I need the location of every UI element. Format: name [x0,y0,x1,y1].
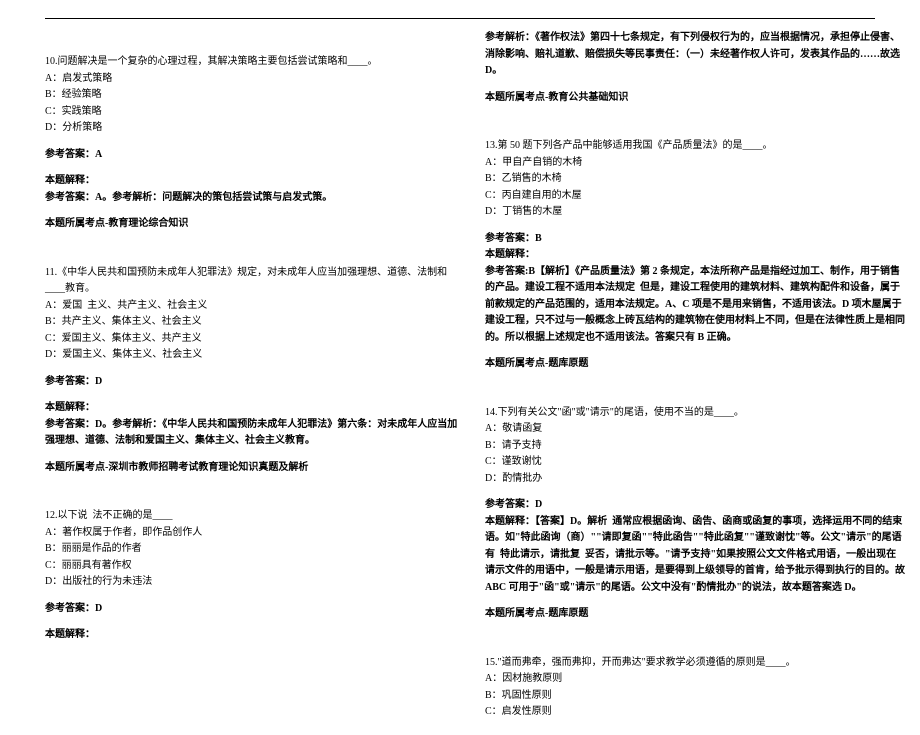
q14-point: 本题所属考点-题库原题 [485,606,905,623]
q12-stem: 12.以下说 法不正确的是____ [45,508,465,525]
q11-exp: 参考答案：D。参考解析：《中华人民共和国预防未成年人犯罪法》第六条：对未成年人应… [45,417,465,450]
q10-opt-a: A：启发式策略 [45,71,465,88]
q13-exp-title: 本题解释： [485,247,905,264]
q10-exp-title: 本题解释： [45,173,465,190]
q14-stem: 14.下列有关公文"函"或"请示"的尾语，使用不当的是____。 [485,405,905,422]
q11-opt-d: D：爱国主义、集体主义、社会主义 [45,347,465,364]
q13-point: 本题所属考点-题库原题 [485,356,905,373]
right-column: 参考解析：《著作权法》第四十七条规定，有下列侵权行为的，应当根据情况，承担停止侵… [485,30,905,735]
q10-answer: 参考答案：A [45,147,465,164]
q11-opt-b: B：共产主义、集体主义、社会主义 [45,314,465,331]
q10-opt-d: D：分析策略 [45,120,465,137]
q11-answer: 参考答案：D [45,374,465,391]
q14-opt-b: B：请予支持 [485,438,905,455]
q11-opt-a: A：爱国 主义、共产主义、社会主义 [45,298,465,315]
q10-point: 本题所属考点-教育理论综合知识 [45,216,465,233]
q13-opt-b: B：乙销售的木椅 [485,171,905,188]
q14-answer: 参考答案：D [485,497,905,514]
q13: 13.第 50 题下列各产品中能够适用我国《产品质量法》的是____。 A：甲自… [485,138,905,373]
q11-exp-title: 本题解释： [45,400,465,417]
left-column: 10.问题解决是一个复杂的心理过程，其解决策略主要包括尝试策略和____。 A：… [45,30,465,658]
q13-opt-d: D：丁销售的木屋 [485,204,905,221]
q10-opt-b: B：经验策略 [45,87,465,104]
q15-opt-c: C：启发性原则 [485,704,905,721]
q12-answer: 参考答案：D [45,601,465,618]
q10-stem: 10.问题解决是一个复杂的心理过程，其解决策略主要包括尝试策略和____。 [45,54,465,71]
q13-answer: 参考答案：B [485,231,905,248]
q13-stem: 13.第 50 题下列各产品中能够适用我国《产品质量法》的是____。 [485,138,905,155]
q12-opt-c: C：丽丽具有著作权 [45,558,465,575]
q10-exp: 参考答案：A。参考解析：问题解决的策包括尝试策与启发式策。 [45,190,465,207]
q15: 15."道而弗牵，强而弗抑，开而弗达"要求教学必须遵循的原则是____。 A：因… [485,655,905,721]
page-rule [45,18,875,19]
q15-opt-a: A：因材施教原则 [485,671,905,688]
q12-opt-b: B：丽丽是作品的作者 [45,541,465,558]
q15-stem: 15."道而弗牵，强而弗抑，开而弗达"要求教学必须遵循的原则是____。 [485,655,905,672]
q13-opt-a: A：甲自产自销的木椅 [485,155,905,172]
q11: 11.《中华人民共和国预防未成年人犯罪法》规定，对未成年人应当加强理想、道德、法… [45,265,465,477]
q14-opt-d: D：酌情批办 [485,471,905,488]
q14: 14.下列有关公文"函"或"请示"的尾语，使用不当的是____。 A：敬请函复 … [485,405,905,623]
q15-opt-b: B：巩固性原则 [485,688,905,705]
q10-opt-c: C：实践策略 [45,104,465,121]
q14-opt-c: C：谨致谢忱 [485,454,905,471]
q11-stem: 11.《中华人民共和国预防未成年人犯罪法》规定，对未成年人应当加强理想、道德、法… [45,265,465,298]
q14-opt-a: A：敬请函复 [485,421,905,438]
q12-exp: 参考解析：《著作权法》第四十七条规定，有下列侵权行为的，应当根据情况，承担停止侵… [485,30,905,80]
q14-exp: 本题解释：【答案】D。解析 通常应根据函询、函告、函商或函复的事项，选择运用不同… [485,514,905,597]
q13-exp: 参考答案:B【解析】《产品质量法》第 2 条规定，本法所称产品是指经过加工、制作… [485,264,905,347]
q10: 10.问题解决是一个复杂的心理过程，其解决策略主要包括尝试策略和____。 A：… [45,54,465,233]
q12-opt-a: A：著作权属于作者，即作品创作人 [45,525,465,542]
q11-opt-c: C：爱国主义、集体主义、共产主义 [45,331,465,348]
q12-exp-title: 本题解释： [45,627,465,644]
q12-opt-d: D：出版社的行为未违法 [45,574,465,591]
q12-exp-block: 参考解析：《著作权法》第四十七条规定，有下列侵权行为的，应当根据情况，承担停止侵… [485,30,905,106]
q13-opt-c: C：丙自建自用的木屋 [485,188,905,205]
q12-point: 本题所属考点-教育公共基础知识 [485,90,905,107]
q12: 12.以下说 法不正确的是____ A：著作权属于作者，即作品创作人 B：丽丽是… [45,508,465,644]
q11-point: 本题所属考点-深圳市教师招聘考试教育理论知识真题及解析 [45,460,465,477]
